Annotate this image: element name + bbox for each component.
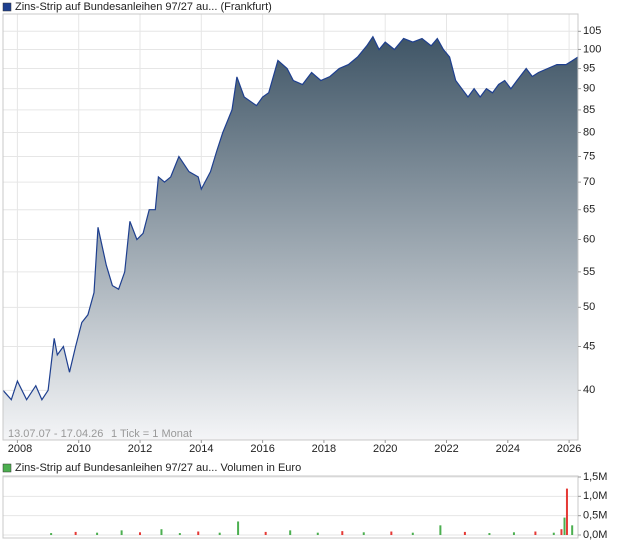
legend-swatch xyxy=(2,463,12,473)
y-tick-label: 90 xyxy=(583,83,595,95)
y-tick-label: 95 xyxy=(583,62,595,74)
tick-note: 1 Tick = 1 Monat xyxy=(111,428,192,440)
x-tick-label: 2012 xyxy=(128,443,152,455)
x-tick-label: 2008 xyxy=(8,443,32,455)
plot-frame xyxy=(2,13,579,441)
x-tick-label: 2018 xyxy=(312,443,336,455)
y-tick-label: 1,5M xyxy=(583,471,607,483)
volume-bar xyxy=(96,532,99,535)
volume-bar xyxy=(120,530,123,535)
y-tick-label: 105 xyxy=(583,25,601,37)
y-tick-label: 100 xyxy=(583,43,601,55)
legend-label: Zins-Strip auf Bundesanleihen 97/27 au..… xyxy=(15,1,272,13)
volume-bar xyxy=(512,532,515,535)
y-tick-label: 0,0M xyxy=(583,529,607,541)
y-tick-label: 85 xyxy=(583,104,595,116)
volume-bar xyxy=(316,532,319,535)
volume-bar xyxy=(571,525,574,535)
volume-bar xyxy=(565,488,568,535)
volume-bar xyxy=(237,521,240,535)
plot-frame xyxy=(2,475,579,539)
y-tick-label: 1,0M xyxy=(583,490,607,502)
y-tick-label: 40 xyxy=(583,384,595,396)
volume-bar xyxy=(289,530,292,535)
volume-bar xyxy=(178,533,181,535)
y-tick-label: 55 xyxy=(583,266,595,278)
volume-bar xyxy=(390,531,393,535)
y-tick-label: 75 xyxy=(583,150,595,162)
y-tick-label: 45 xyxy=(583,340,595,352)
volume-bar xyxy=(439,525,442,535)
volume-bar xyxy=(563,517,566,535)
volume-bar xyxy=(560,529,563,535)
volume-bar xyxy=(411,532,414,535)
volume-bar xyxy=(218,532,221,535)
price-line xyxy=(2,35,579,401)
volume-bar xyxy=(160,529,163,535)
y-tick-label: 0,5M xyxy=(583,510,607,522)
x-tick-label: 2026 xyxy=(557,443,581,455)
y-tick-label: 60 xyxy=(583,233,595,245)
x-tick-label: 2010 xyxy=(66,443,90,455)
volume-bar xyxy=(50,533,53,535)
volume-bar xyxy=(362,532,365,535)
volume-bar xyxy=(488,533,491,535)
volume-bar xyxy=(552,532,555,535)
legend-swatch xyxy=(2,2,12,12)
legend-label: Zins-Strip auf Bundesanleihen 97/27 au..… xyxy=(15,462,301,474)
volume-bar xyxy=(264,531,267,535)
y-tick-label: 65 xyxy=(583,204,595,216)
y-tick-label: 70 xyxy=(583,176,595,188)
y-tick-label: 80 xyxy=(583,126,595,138)
date-range: 13.07.07 - 17.04.26 xyxy=(8,428,103,440)
y-tick-label: 50 xyxy=(583,301,595,313)
volume-bar xyxy=(341,531,344,535)
volume-bar xyxy=(139,532,142,535)
x-tick-label: 2016 xyxy=(250,443,274,455)
x-tick-label: 2022 xyxy=(434,443,458,455)
volume-bar xyxy=(74,531,77,535)
volume-bar xyxy=(534,531,537,535)
x-tick-label: 2014 xyxy=(189,443,213,455)
volume-bar xyxy=(463,531,466,535)
area-fill xyxy=(3,36,578,440)
volume-bar xyxy=(197,531,200,535)
x-tick-label: 2024 xyxy=(496,443,520,455)
x-tick-label: 2020 xyxy=(373,443,397,455)
